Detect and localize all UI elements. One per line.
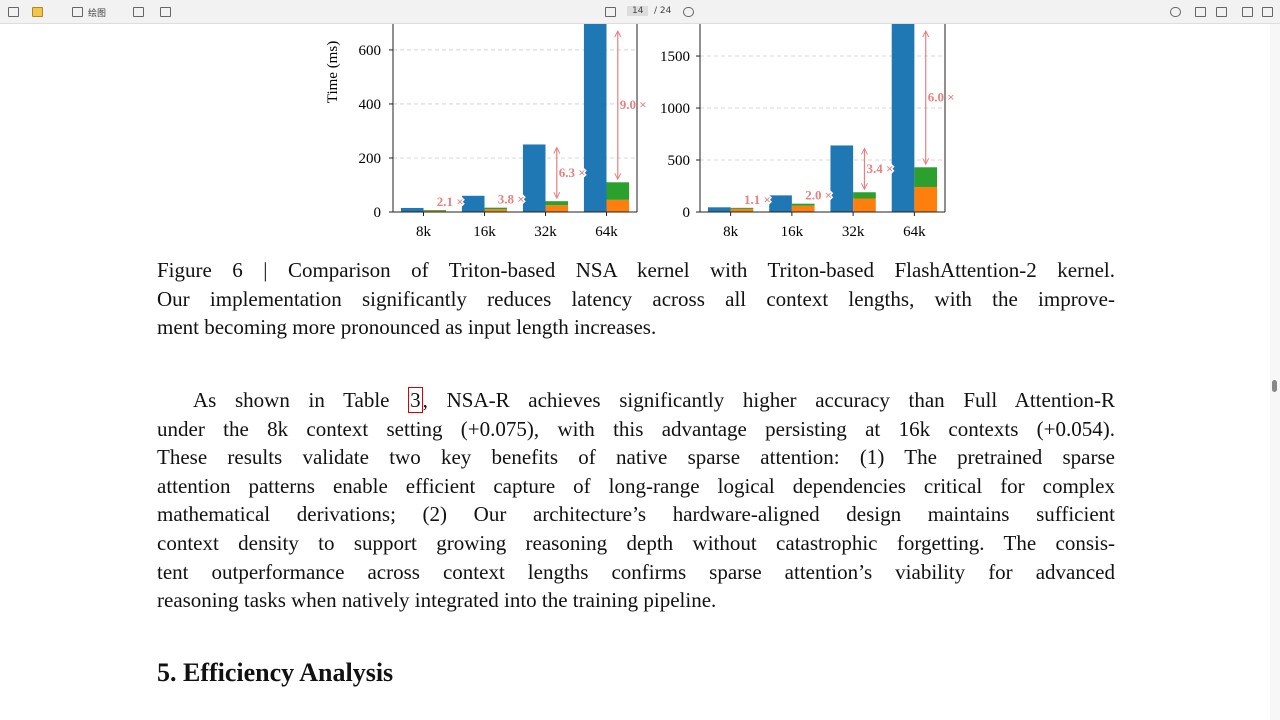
page-total: / 24 [654, 6, 672, 16]
bar [707, 207, 731, 212]
scroll-thumb[interactable] [1272, 380, 1277, 392]
rotate-icon[interactable] [683, 7, 694, 17]
y-tick-label: 1500 [660, 49, 690, 65]
link[interactable]: 3 [408, 387, 423, 413]
page-input[interactable]: 14 [627, 6, 649, 16]
caption-line: ment becoming more pronounced as input l… [157, 315, 657, 340]
bar [583, 24, 607, 212]
draw-label[interactable]: 绘图 [88, 9, 107, 19]
bar-segment [853, 198, 876, 212]
pen-icon[interactable] [72, 7, 83, 17]
arrow-head [861, 147, 868, 155]
bar-segment [914, 187, 938, 212]
text: As shown in Table [193, 388, 409, 412]
bar-segment [423, 210, 447, 212]
speedup-label: 3.8 × [498, 192, 525, 207]
bar [400, 207, 424, 212]
paragraph-line: These results validate two key benefits … [157, 445, 1115, 470]
arrow-head [614, 173, 622, 181]
paragraph-line: under the 8k context setting (+0.075), w… [157, 416, 1115, 441]
bar-segment [730, 207, 754, 209]
save-icon[interactable] [1216, 7, 1227, 17]
speedup-label: 6.3 × [559, 165, 586, 180]
y-tick-label: 0 [683, 205, 691, 221]
bar-segment [853, 192, 876, 199]
arrow-head [614, 29, 622, 38]
y-tick-label: 1000 [660, 101, 690, 117]
bar-segment [606, 199, 630, 212]
caption-line: Our implementation significantly reduces… [157, 286, 1115, 311]
bar-segment [730, 208, 754, 212]
bar [769, 195, 792, 212]
x-tick-label: 16k [781, 224, 804, 240]
bar-segment [423, 210, 447, 211]
bar-segment [484, 209, 508, 212]
speedup-label: 1.1 × [744, 192, 771, 207]
arrow-head [553, 146, 561, 154]
x-tick-label: 8k [723, 224, 739, 240]
text: , NSA-R achieves significantly higher ac… [422, 388, 1116, 412]
y-tick-label: 500 [668, 153, 691, 169]
y-tick-label: 600 [359, 43, 382, 59]
search-icon[interactable] [1170, 7, 1181, 17]
y-tick-label: 0 [374, 205, 382, 221]
eraser-icon[interactable] [133, 7, 144, 17]
y-tick-label: 400 [359, 97, 382, 113]
shape-icon[interactable] [160, 7, 171, 17]
paragraph-line: reasoning tasks when natively integrated… [157, 588, 717, 613]
x-tick-label: 32k [534, 224, 557, 240]
bars [400, 24, 630, 212]
figure: 0 200 400 600 Time (ms) 8k 2.1 × 16k 3.8 × 32k 6.3… [325, 24, 956, 240]
x-tick-label: 64k [903, 224, 926, 240]
bars [707, 24, 938, 212]
paragraph-line: mathematical derivations; (2) Our archit… [157, 502, 1115, 527]
speedup-label: 2.0 × [805, 188, 832, 203]
bar-segment [606, 182, 630, 200]
view-icon[interactable] [1195, 7, 1206, 17]
arrow-head [922, 29, 930, 38]
speedup-label: 6.0 × [928, 90, 955, 105]
fit-icon[interactable] [605, 7, 616, 17]
x-tick-label: 8k [416, 224, 432, 240]
toolbar: 绘图 14 / 24 [0, 0, 1280, 24]
x-tick-label: 32k [842, 224, 865, 240]
arrow-head [922, 158, 930, 166]
bar-segment [791, 205, 815, 212]
paragraph-line: As shown in Table 3, NSA-R achieves sign… [193, 386, 1115, 414]
x-tick-label: 64k [595, 224, 618, 240]
highlight-icon[interactable] [32, 7, 43, 17]
bar [522, 144, 546, 212]
bar-segment [545, 201, 569, 206]
paragraph-line: tent outperformance across context lengt… [157, 559, 1115, 584]
speedup-label: 9.0 × [620, 97, 647, 112]
bar [830, 145, 854, 212]
menu-icon[interactable] [8, 7, 19, 17]
bar-segment [791, 203, 815, 206]
bar [891, 24, 915, 212]
paragraph-line: attention patterns enable efficient capt… [157, 473, 1115, 498]
paragraph-line: context density to support growing reaso… [157, 531, 1115, 555]
caption-line: Figure 6 | Comparison of Triton-based NS… [157, 258, 1115, 282]
bar-segment [545, 205, 569, 212]
section-heading: 5. Efficiency Analysis [157, 658, 394, 687]
bar [461, 195, 485, 212]
y-tick-label: 200 [359, 151, 382, 167]
x-tick-label: 16k [473, 224, 496, 240]
arrow-head [861, 183, 868, 191]
arrow-head [553, 191, 561, 200]
bar-segment [484, 207, 508, 210]
speedup-label: 2.1 × [437, 194, 464, 209]
more-icon[interactable] [1262, 7, 1273, 17]
edit-icon[interactable] [1242, 7, 1253, 17]
speedup-label: 3.4 × [866, 161, 893, 176]
y-axis-label: Time (ms) [325, 41, 341, 103]
scrollbar[interactable] [1270, 24, 1280, 720]
bar-segment [914, 167, 938, 188]
